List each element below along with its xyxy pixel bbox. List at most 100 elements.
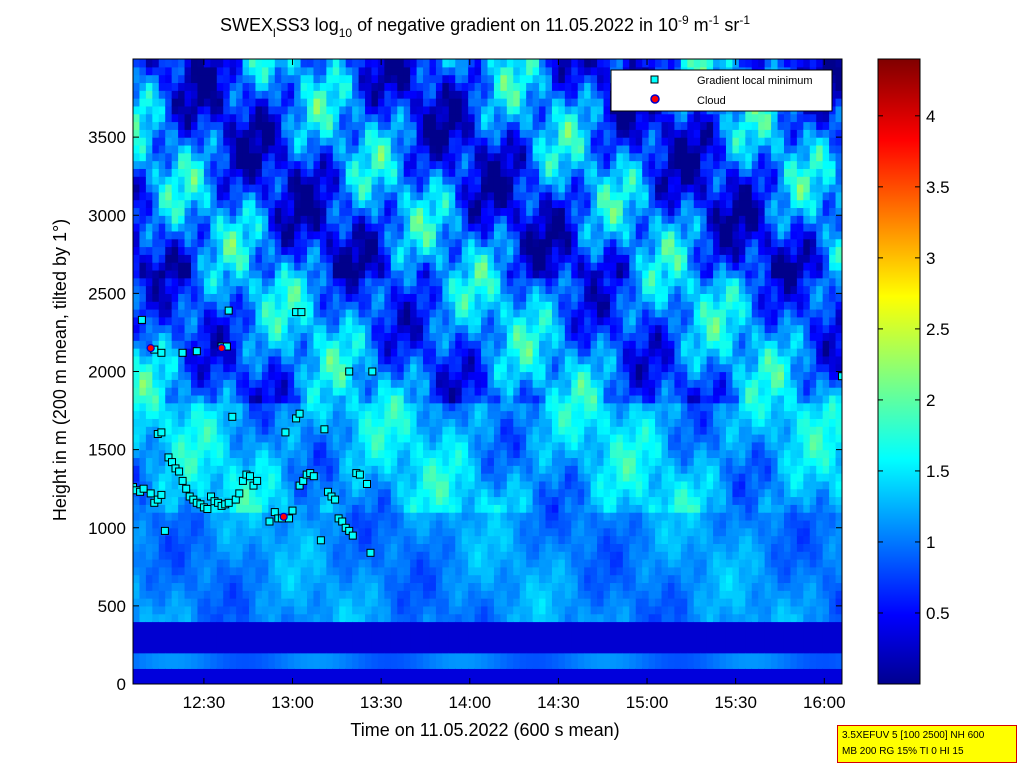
- heatmap-cell: [474, 519, 482, 529]
- heatmap-cell: [319, 277, 327, 287]
- heatmap-cell: [442, 590, 450, 599]
- heatmap-cell: [281, 144, 289, 154]
- heatmap-cell: [481, 512, 489, 521]
- heatmap-cell: [184, 535, 192, 544]
- heatmap-cell: [358, 418, 366, 427]
- heatmap-cell: [203, 309, 211, 318]
- heatmap-cell: [455, 324, 463, 334]
- heatmap-cell: [216, 348, 224, 357]
- heatmap-cell: [133, 113, 141, 123]
- heatmap-cell: [397, 644, 405, 654]
- heatmap-cell: [223, 121, 231, 130]
- heatmap-cell: [448, 402, 456, 412]
- heatmap-cell: [268, 207, 276, 216]
- heatmap-cell: [300, 90, 308, 99]
- heatmap-cell: [268, 301, 276, 310]
- heatmap-cell: [178, 246, 186, 255]
- heatmap-cell: [197, 105, 205, 115]
- heatmap-cell: [468, 660, 476, 669]
- heatmap-cell: [229, 199, 237, 209]
- heatmap-cell: [307, 215, 315, 224]
- heatmap-cell: [345, 144, 353, 154]
- heatmap-cell: [294, 191, 302, 201]
- heatmap-cell: [178, 387, 186, 396]
- heatmap-cell: [455, 574, 463, 584]
- heatmap-cell: [313, 480, 321, 490]
- heatmap-cell: [365, 223, 373, 232]
- heatmap-cell: [339, 527, 347, 537]
- heatmap-cell: [236, 637, 244, 646]
- heatmap-cell: [403, 309, 411, 318]
- heatmap-cell: [474, 668, 482, 677]
- heatmap-cell: [397, 543, 405, 552]
- heatmap-cell: [171, 129, 179, 138]
- heatmap-cell: [461, 504, 469, 513]
- heatmap-cell: [455, 488, 463, 498]
- heatmap-cell: [423, 488, 431, 498]
- heatmap-cell: [455, 129, 463, 138]
- heatmap-cell: [448, 98, 456, 107]
- heatmap-cell: [461, 309, 469, 318]
- heatmap-cell: [268, 441, 276, 451]
- heatmap-cell: [493, 566, 501, 576]
- heatmap-cell: [371, 637, 379, 646]
- heatmap-cell: [249, 348, 257, 357]
- heatmap-cell: [481, 519, 489, 529]
- heatmap-cell: [365, 98, 373, 107]
- heatmap-cell: [358, 184, 366, 193]
- heatmap-cell: [448, 387, 456, 396]
- heatmap-cell: [158, 66, 166, 76]
- heatmap-cell: [261, 332, 269, 341]
- heatmap-cell: [332, 371, 340, 380]
- heatmap-cell: [377, 496, 385, 505]
- heatmap-cell: [184, 434, 192, 443]
- heatmap-cell: [313, 98, 321, 107]
- heatmap-cell: [171, 277, 179, 287]
- heatmap-cell: [345, 160, 353, 169]
- heatmap-cell: [139, 394, 147, 404]
- heatmap-cell: [345, 262, 353, 271]
- heatmap-cell: [487, 418, 495, 427]
- heatmap-cell: [345, 668, 353, 677]
- heatmap-cell: [332, 590, 340, 599]
- title-part-b: SS3 log: [276, 15, 339, 35]
- heatmap-cell: [500, 574, 508, 584]
- heatmap-cell: [139, 613, 147, 623]
- heatmap-cell: [481, 293, 489, 302]
- heatmap-cell: [255, 496, 263, 505]
- heatmap-cell: [493, 527, 501, 537]
- heatmap-cell: [474, 285, 482, 294]
- heatmap-cell: [197, 394, 205, 404]
- heatmap-cell: [197, 98, 205, 107]
- heatmap-cell: [294, 496, 302, 505]
- heatmap-cell: [268, 309, 276, 318]
- heatmap-cell: [365, 184, 373, 193]
- heatmap-cell: [319, 590, 327, 599]
- heatmap-cell: [500, 652, 508, 662]
- heatmap-cell: [429, 144, 437, 154]
- heatmap-cell: [268, 90, 276, 99]
- heatmap-cell: [223, 668, 231, 677]
- heatmap-cell: [371, 512, 379, 521]
- heatmap-cell: [487, 496, 495, 505]
- heatmap-cell: [268, 371, 276, 380]
- heatmap-cell: [532, 543, 540, 552]
- heatmap-cell: [326, 121, 334, 130]
- heatmap-cell: [365, 121, 373, 130]
- heatmap-cell: [274, 82, 282, 91]
- heatmap-cell: [281, 543, 289, 552]
- heatmap-cell: [416, 363, 424, 373]
- heatmap-cell: [300, 82, 308, 91]
- heatmap-cell: [397, 152, 405, 162]
- heatmap-cell: [358, 238, 366, 248]
- heatmap-cell: [307, 98, 315, 107]
- heatmap-cell: [390, 519, 398, 529]
- heatmap-cell: [133, 402, 141, 412]
- heatmap-cell: [435, 644, 443, 654]
- heatmap-cell: [229, 316, 237, 326]
- heatmap-cell: [307, 496, 315, 505]
- heatmap-cell: [442, 465, 450, 474]
- heatmap-cell: [487, 355, 495, 365]
- heatmap-cell: [410, 66, 418, 76]
- heatmap-cell: [358, 394, 366, 404]
